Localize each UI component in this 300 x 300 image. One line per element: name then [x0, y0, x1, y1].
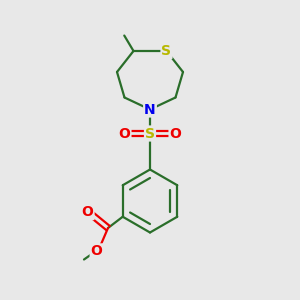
Text: O: O [91, 244, 103, 258]
Text: O: O [118, 127, 130, 140]
Text: O: O [169, 127, 181, 140]
Text: O: O [82, 205, 94, 219]
Text: S: S [145, 127, 155, 140]
Text: S: S [161, 44, 172, 58]
Text: N: N [144, 103, 156, 116]
